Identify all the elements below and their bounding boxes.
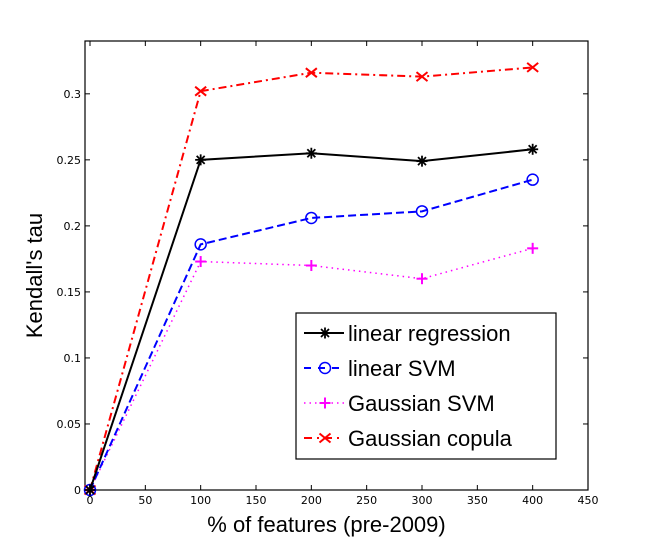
data-point bbox=[194, 85, 207, 97]
legend-marker bbox=[318, 361, 332, 375]
data-point bbox=[416, 273, 428, 285]
data-point bbox=[526, 173, 539, 186]
legend-label: linear regression bbox=[348, 321, 511, 346]
legend-marker bbox=[318, 432, 332, 444]
x-tick-label: 350 bbox=[467, 494, 488, 507]
plot-area bbox=[84, 40, 589, 491]
legend-item: linear SVM bbox=[304, 356, 456, 381]
x-tick-label: 50 bbox=[138, 494, 152, 507]
axes-box bbox=[84, 40, 589, 491]
legend-label: Gaussian SVM bbox=[348, 391, 495, 416]
x-tick-label: 0 bbox=[87, 494, 94, 507]
data-point bbox=[527, 143, 539, 155]
data-point bbox=[195, 256, 207, 268]
x-tick-label: 400 bbox=[522, 494, 543, 507]
data-point bbox=[305, 147, 317, 159]
series-gaussian-copula bbox=[83, 62, 539, 496]
y-tick-label: 0 bbox=[74, 484, 81, 497]
data-point bbox=[416, 155, 428, 167]
y-tick-label: 0.25 bbox=[57, 154, 82, 167]
y-tick-label: 0.1 bbox=[64, 352, 82, 365]
series-line bbox=[89, 178, 533, 491]
y-tick-label: 0.05 bbox=[57, 418, 82, 431]
data-point bbox=[415, 205, 429, 218]
x-tick-label: 450 bbox=[578, 494, 599, 507]
data-point bbox=[305, 211, 318, 225]
data-point bbox=[195, 154, 207, 166]
x-tick-label: 100 bbox=[190, 494, 211, 507]
legend-box bbox=[295, 312, 557, 460]
data-point bbox=[415, 71, 429, 82]
data-point bbox=[194, 238, 207, 251]
legend-label: linear SVM bbox=[348, 356, 456, 381]
legend-item: Gaussian copula bbox=[304, 426, 513, 451]
y-axis-label: Kendall's tau bbox=[22, 213, 47, 338]
x-tick-label: 200 bbox=[301, 494, 322, 507]
y-tick-label: 0.3 bbox=[64, 88, 82, 101]
legend: linear regression linear SVM Gaussian SVM G… bbox=[295, 312, 557, 460]
x-tick-label: 150 bbox=[246, 494, 267, 507]
ticks-layer: 0 50 100 150 200 250 300 350 400 450 0 0.05 0.1 0.15 0… bbox=[57, 41, 599, 507]
data-point bbox=[527, 242, 539, 254]
x-axis-label: % of features (pre-2009) bbox=[207, 512, 445, 537]
x-tick-label: 300 bbox=[412, 494, 433, 507]
legend-marker bbox=[319, 397, 331, 409]
legend-item: linear regression bbox=[304, 321, 511, 346]
x-tick-label: 250 bbox=[356, 494, 377, 507]
legend-marker bbox=[319, 327, 331, 339]
legend-item: Gaussian SVM bbox=[304, 391, 495, 416]
y-tick-label: 0.15 bbox=[57, 286, 82, 299]
data-point bbox=[526, 62, 539, 73]
data-point bbox=[305, 260, 317, 271]
legend-label: Gaussian copula bbox=[348, 426, 513, 451]
data-point bbox=[305, 67, 318, 78]
y-tick-label: 0.2 bbox=[64, 220, 82, 233]
